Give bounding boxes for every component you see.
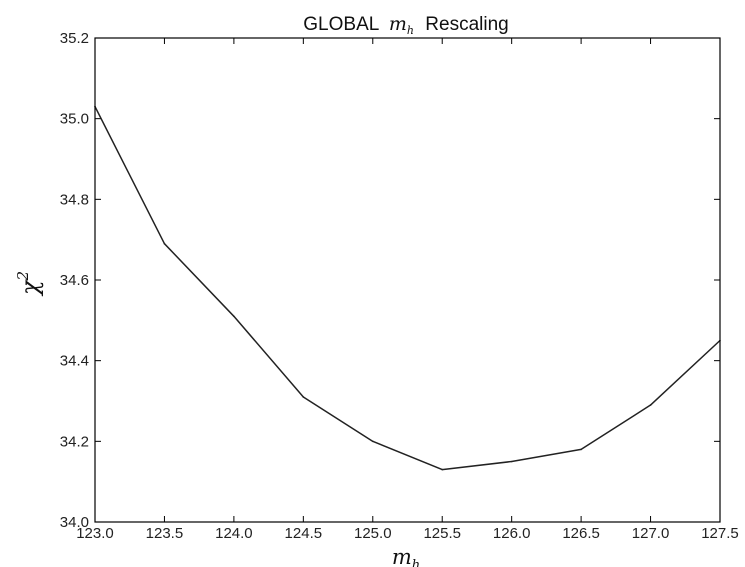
chart-title-suffix: Rescaling <box>425 14 508 35</box>
data-point <box>441 468 444 471</box>
data-point <box>649 404 652 406</box>
y-tick-label: 34.8 <box>60 191 89 208</box>
x-tick-label: 125.5 <box>423 525 461 542</box>
y-axis-label-sup: 2 <box>14 271 32 282</box>
series-layer <box>94 105 721 471</box>
data-point <box>510 460 513 463</box>
y-axis-label-base: χ <box>16 279 44 297</box>
x-tick-label: 126.5 <box>562 525 600 542</box>
x-tick-label: 124.5 <box>285 525 323 542</box>
chart-title-math-sub: h <box>407 24 414 37</box>
x-axis-label: mh <box>392 545 420 567</box>
y-tick-label: 35.2 <box>60 30 89 47</box>
x-tick-label: 125.0 <box>354 525 392 542</box>
y-axis-label: χ2 <box>14 271 44 297</box>
chart-title: GLOBAL mh Rescaling <box>303 13 508 39</box>
x-axis-label-base: m <box>392 545 412 567</box>
chart-title-prefix: GLOBAL <box>303 14 378 35</box>
y-tick-label: 34.6 <box>60 272 89 289</box>
chart-title-math: m <box>389 13 407 35</box>
x-axis-label-sub: h <box>412 558 420 567</box>
y-tick-label: 34.2 <box>60 433 89 450</box>
plot-frame <box>94 37 721 523</box>
y-tick-label: 34.4 <box>60 353 89 370</box>
data-point <box>163 242 166 245</box>
series-line-0 <box>94 106 721 471</box>
data-point <box>371 440 374 443</box>
x-tick-label: 123.5 <box>146 525 184 542</box>
y-tick-label: 34.0 <box>60 514 89 531</box>
x-tick-label: 127.5 <box>701 525 739 542</box>
data-point <box>233 315 235 318</box>
x-tick-label: 123.0 <box>76 525 114 542</box>
x-tick-label: 126.0 <box>493 525 531 542</box>
tick-layer: 123.0 123.5 124.0 124.5 125.0 125.5 126.0 126.5… <box>60 30 739 542</box>
data-point <box>302 396 305 398</box>
x-tick-label: 127.0 <box>632 525 670 542</box>
y-tick-label: 35.0 <box>60 111 89 128</box>
x-tick-label: 124.0 <box>215 525 253 542</box>
data-point <box>580 448 582 451</box>
